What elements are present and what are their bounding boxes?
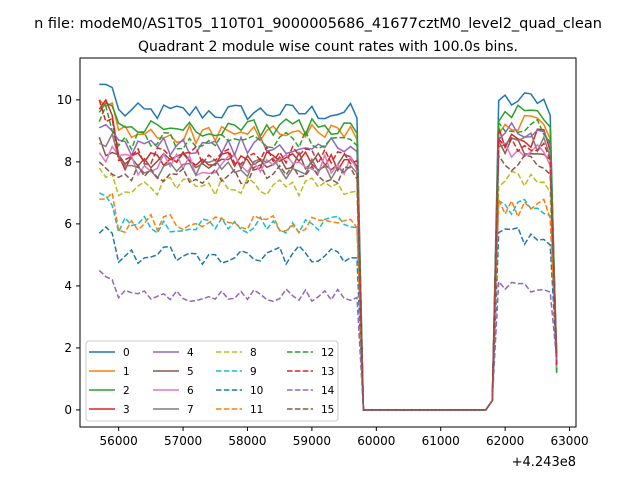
- y-tick-label: 6: [64, 217, 72, 231]
- legend-label-2: 2: [123, 385, 130, 397]
- x-tick-label: 57000: [164, 434, 202, 448]
- x-axis: 56000 57000 58000 59000 60000 61000 62000 63000: [100, 427, 589, 448]
- legend-label-4: 4: [187, 347, 194, 359]
- legend-label-8: 8: [250, 347, 257, 359]
- legend-label-6: 6: [187, 385, 194, 397]
- y-tick-label: 10: [57, 93, 72, 107]
- x-tick-label: 58000: [228, 434, 266, 448]
- y-tick-label: 2: [64, 341, 72, 355]
- x-tick-label: 62000: [486, 434, 524, 448]
- series-line-15: [98, 153, 558, 411]
- series-line-9: [98, 192, 558, 411]
- series-line-10: [98, 225, 558, 411]
- x-tick-label: 56000: [100, 434, 138, 448]
- plot-area: [98, 83, 558, 411]
- legend-label-5: 5: [187, 366, 194, 378]
- legend-label-1: 1: [123, 366, 130, 378]
- x-offset-text: +4.243e8: [512, 455, 576, 470]
- legend-label-11: 11: [250, 404, 263, 416]
- series-line-12: [98, 103, 558, 411]
- chart-title: Quadrant 2 module wise count rates with …: [138, 39, 518, 55]
- legend-box: [85, 340, 339, 422]
- legend-label-13: 13: [321, 366, 334, 378]
- x-tick-label: 59000: [293, 434, 331, 448]
- x-tick-label: 63000: [550, 434, 588, 448]
- y-axis: 0 2 4 6 8 10: [57, 93, 80, 417]
- legend-label-9: 9: [250, 366, 257, 378]
- y-tick-label: 8: [64, 155, 72, 169]
- series-line-13: [98, 99, 558, 411]
- legend-label-14: 14: [321, 385, 335, 397]
- legend-label-7: 7: [187, 404, 194, 416]
- x-tick-label: 60000: [357, 434, 395, 448]
- legend-label-12: 12: [321, 347, 334, 359]
- legend-label-10: 10: [250, 385, 263, 397]
- x-tick-label: 61000: [422, 434, 460, 448]
- figure-suptitle: n file: modeM0/AS1T05_110T01_9000005686_…: [34, 16, 602, 32]
- y-tick-label: 4: [64, 279, 72, 293]
- legend-label-0: 0: [123, 347, 130, 359]
- axes-frame: [79, 57, 577, 428]
- legend-label-15: 15: [321, 404, 334, 416]
- legend-label-3: 3: [123, 404, 130, 416]
- y-tick-label: 0: [64, 403, 72, 417]
